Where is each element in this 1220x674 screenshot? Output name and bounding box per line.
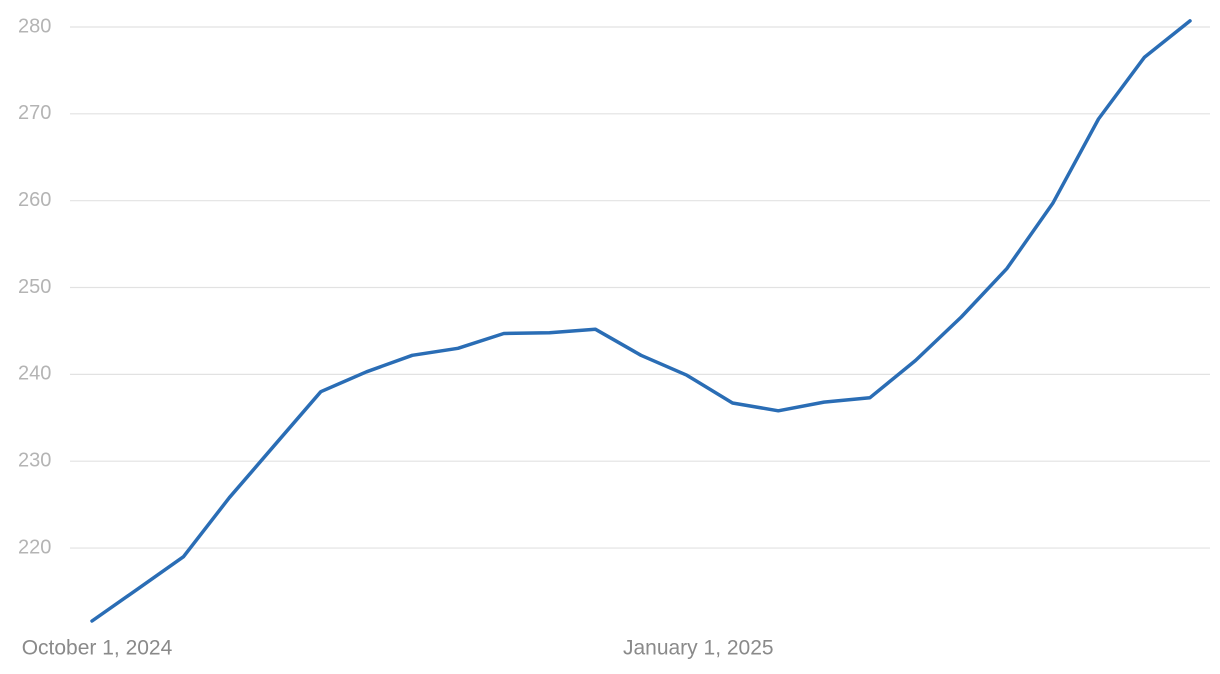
y-tick-label: 250: [18, 276, 51, 298]
y-tick-label: 230: [18, 449, 51, 471]
y-tick-label: 280: [18, 15, 51, 37]
y-tick-label: 270: [18, 102, 51, 124]
y-tick-label: 240: [18, 363, 51, 385]
x-tick-label: October 1, 2024: [22, 637, 173, 660]
x-tick-label: January 1, 2025: [623, 637, 774, 660]
data-line: [90, 19, 1192, 623]
y-tick-label: 260: [18, 189, 51, 211]
y-tick-label: 220: [18, 536, 51, 558]
